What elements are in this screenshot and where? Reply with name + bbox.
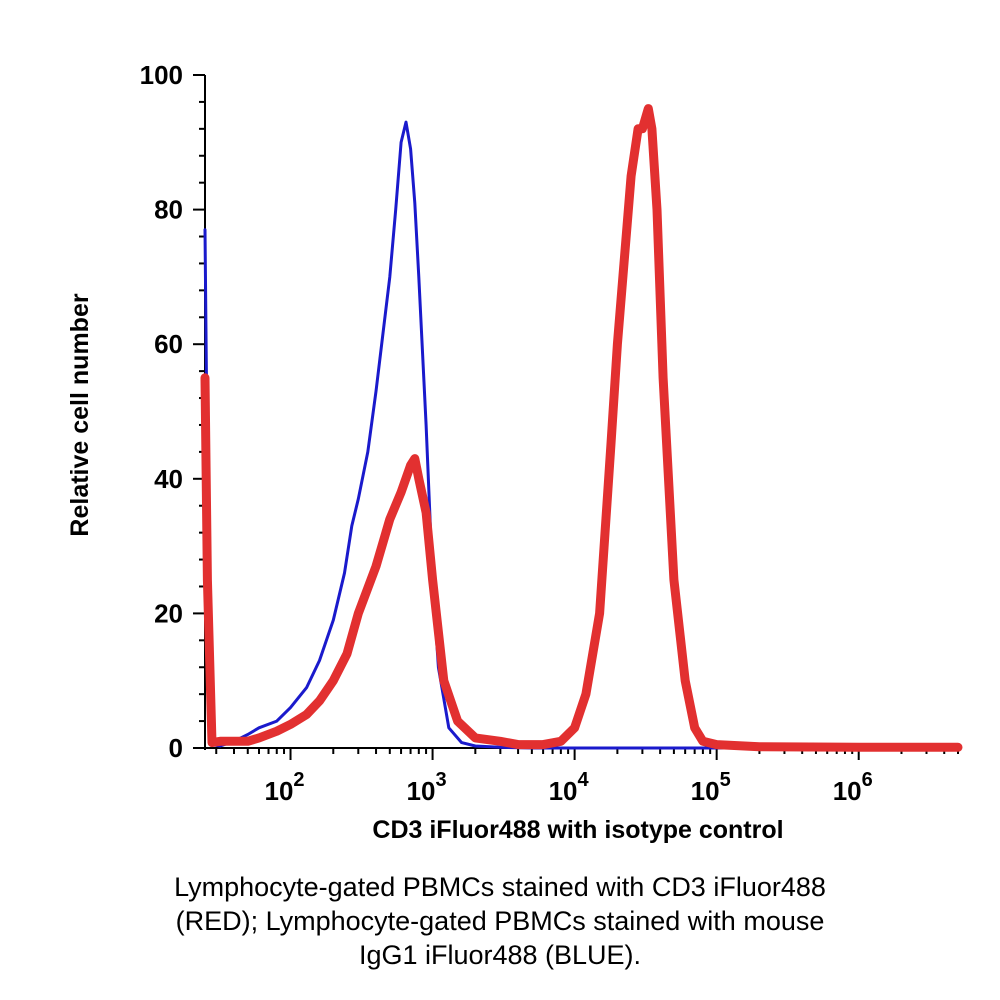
y-tick-label: 60 bbox=[154, 329, 183, 359]
y-tick-label: 100 bbox=[140, 60, 183, 90]
series-line-blue bbox=[203, 120, 960, 750]
series-line-red bbox=[200, 104, 963, 752]
caption-line: IgG1 iFluor488 (BLUE). bbox=[358, 940, 642, 970]
figure-caption: Lymphocyte-gated PBMCs stained with CD3 … bbox=[20, 870, 980, 972]
x-tick-exponent: 5 bbox=[720, 769, 731, 791]
x-tick-exponent: 2 bbox=[293, 769, 304, 791]
y-tick-label: 80 bbox=[154, 195, 183, 225]
x-tick-exponent: 3 bbox=[435, 769, 446, 791]
series-lines bbox=[200, 104, 963, 752]
x-tick-label: 102 bbox=[264, 769, 304, 806]
x-tick-label: 103 bbox=[407, 769, 447, 806]
axes bbox=[203, 75, 958, 750]
x-tick-exponent: 4 bbox=[578, 769, 590, 791]
axis-ticks: 0 20 40 60 80 100 102 103 104 105 106 bbox=[140, 60, 959, 806]
x-tick-label: 104 bbox=[549, 769, 590, 806]
x-tick-label: 106 bbox=[833, 769, 873, 806]
x-tick-exponent: 6 bbox=[862, 769, 873, 791]
y-axis-title: Relative cell number bbox=[66, 293, 94, 536]
x-axis-title: CD3 iFluor488 with isotype control bbox=[372, 816, 783, 844]
y-tick-label: 20 bbox=[154, 598, 183, 628]
y-tick-label: 40 bbox=[154, 464, 183, 494]
x-tick-label: 105 bbox=[691, 769, 731, 806]
caption-line: Lymphocyte-gated PBMCs stained with CD3 … bbox=[174, 872, 826, 902]
y-tick-label: 0 bbox=[169, 733, 183, 763]
caption-line: (RED); Lymphocyte-gated PBMCs stained wi… bbox=[175, 906, 825, 936]
